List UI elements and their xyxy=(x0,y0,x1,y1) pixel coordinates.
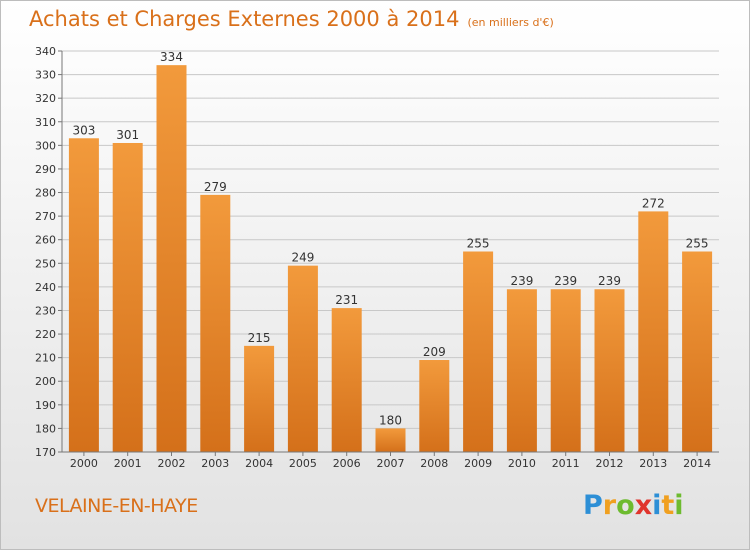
y-axis: 170 180 190 200 210 220 230 240 250 260 270 280 290 3… xyxy=(35,45,63,459)
data-label: 239 xyxy=(554,274,577,288)
bar xyxy=(200,194,231,452)
data-label: 249 xyxy=(291,251,314,265)
bar xyxy=(594,289,625,452)
x-tick-label: 2008 xyxy=(420,457,448,470)
logo-letter: t xyxy=(661,490,675,521)
commune-name: VELAINE-EN-HAYE xyxy=(35,495,198,517)
y-tick-label: 260 xyxy=(35,234,56,247)
y-tick-label: 190 xyxy=(35,399,56,412)
y-tick-label: 310 xyxy=(35,116,56,129)
x-tick-label: 2014 xyxy=(683,457,711,470)
x-tick-label: 2007 xyxy=(377,457,405,470)
logo-letter: i xyxy=(652,490,662,521)
y-tick-label: 290 xyxy=(35,163,56,176)
logo-letter: x xyxy=(634,490,653,521)
y-tick-label: 180 xyxy=(35,422,56,435)
bar xyxy=(244,345,275,452)
x-tick-label: 2006 xyxy=(333,457,361,470)
logo-letter: i xyxy=(674,490,684,521)
x-tick-label: 2009 xyxy=(464,457,492,470)
x-tick-label: 2000 xyxy=(70,457,98,470)
x-tick-label: 2010 xyxy=(508,457,536,470)
data-label: 279 xyxy=(204,180,227,194)
data-label: 180 xyxy=(379,413,402,427)
x-tick-label: 2003 xyxy=(201,457,229,470)
bar xyxy=(287,265,318,452)
bar xyxy=(375,428,406,452)
bar xyxy=(112,142,143,452)
y-tick-label: 250 xyxy=(35,257,56,270)
data-label: 209 xyxy=(423,345,446,359)
x-tick-label: 2004 xyxy=(245,457,273,470)
y-tick-label: 170 xyxy=(35,446,56,459)
data-label: 239 xyxy=(598,274,621,288)
data-label: 255 xyxy=(467,237,490,251)
chart-title: Achats et Charges Externes 2000 à 2014 (e… xyxy=(29,7,554,31)
chart-title-text: Achats et Charges Externes 2000 à 2014 xyxy=(29,7,460,31)
y-tick-label: 320 xyxy=(35,92,56,105)
y-tick-label: 220 xyxy=(35,328,56,341)
x-tick-label: 2005 xyxy=(289,457,317,470)
data-label: 334 xyxy=(160,50,183,64)
data-label: 272 xyxy=(642,196,665,210)
bar xyxy=(506,289,537,452)
chart-subtitle: (en milliers d'€) xyxy=(467,16,554,29)
data-label: 231 xyxy=(335,293,358,307)
x-tick-label: 2001 xyxy=(114,457,142,470)
x-axis: 2000 2001 2002 2003 2004 2005 2006 2007 2008 2009… xyxy=(62,451,719,470)
bar xyxy=(419,360,450,452)
logo-letter: P xyxy=(583,490,603,521)
bars: 303 301 334 279 215 249 231 180 209 255 239 239 239 2… xyxy=(68,50,713,452)
x-tick-label: 2011 xyxy=(552,457,580,470)
y-tick-label: 230 xyxy=(35,304,56,317)
data-label: 239 xyxy=(510,274,533,288)
proxiti-logo: Proxiti xyxy=(583,490,684,521)
y-tick-label: 330 xyxy=(35,69,56,82)
y-tick-label: 300 xyxy=(35,139,56,152)
data-label: 255 xyxy=(686,237,709,251)
y-tick-label: 340 xyxy=(35,45,56,58)
bar xyxy=(550,289,581,452)
logo-letter: o xyxy=(616,490,635,521)
bar xyxy=(331,308,362,452)
bar xyxy=(156,65,187,452)
y-tick-label: 270 xyxy=(35,210,56,223)
bar xyxy=(463,251,494,452)
x-tick-label: 2002 xyxy=(158,457,186,470)
y-tick-label: 240 xyxy=(35,281,56,294)
data-label: 215 xyxy=(248,331,271,345)
data-label: 301 xyxy=(116,128,139,142)
bar xyxy=(68,138,99,452)
bar xyxy=(682,251,713,452)
logo-letter: r xyxy=(602,490,617,521)
y-tick-label: 200 xyxy=(35,375,56,388)
bar xyxy=(638,211,669,452)
y-tick-label: 280 xyxy=(35,187,56,200)
x-tick-label: 2012 xyxy=(596,457,624,470)
y-tick-label: 210 xyxy=(35,352,56,365)
x-tick-label: 2013 xyxy=(639,457,667,470)
data-label: 303 xyxy=(72,123,95,137)
